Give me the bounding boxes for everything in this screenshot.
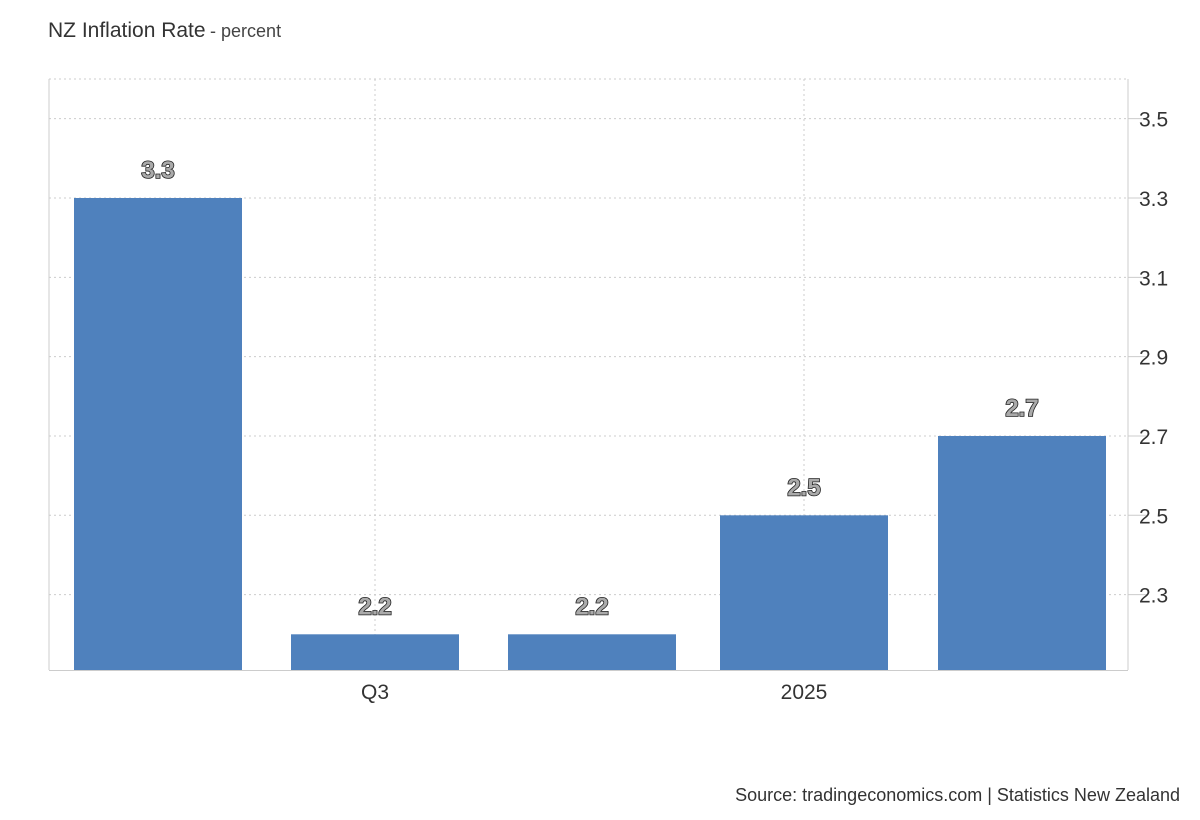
- y-tick-label: 2.7: [1139, 426, 1168, 449]
- bar: [720, 515, 888, 670]
- bar-data-label: 2.2: [575, 593, 608, 620]
- bar: [938, 435, 1106, 670]
- source-attribution: Source: tradingeconomics.com | Statistic…: [735, 785, 1180, 805]
- y-tick-label: 2.5: [1139, 505, 1168, 528]
- y-tick-label: 3.3: [1139, 188, 1168, 211]
- y-tick-label: 2.9: [1139, 347, 1168, 370]
- chart-subtitle-separator: -: [210, 21, 222, 41]
- bar-data-label: 2.5: [787, 474, 820, 501]
- chart-plot: 2.3 2.5 2.7 2.9 3.1 3.3 3.5 3.3 2.2 2.2 2.5 2.7 Q3 20…: [48, 78, 1168, 704]
- y-tick-label: 3.1: [1139, 267, 1168, 290]
- bar: [291, 634, 459, 670]
- bar-data-label: 2.7: [1005, 395, 1038, 422]
- y-tick-label: 2.3: [1139, 585, 1168, 608]
- chart-title: NZ Inflation Rate: [48, 19, 206, 42]
- bar: [508, 634, 676, 670]
- bar-data-label: 2.2: [358, 593, 391, 620]
- bar: [74, 197, 242, 670]
- chart-subtitle: percent: [221, 21, 282, 41]
- x-tick-label: 2025: [781, 681, 828, 704]
- y-tick-label: 3.5: [1139, 109, 1168, 132]
- bar-data-label: 3.3: [141, 157, 174, 184]
- chart-header: NZ Inflation Rate - percent: [48, 19, 281, 43]
- x-tick-label: Q3: [361, 681, 389, 704]
